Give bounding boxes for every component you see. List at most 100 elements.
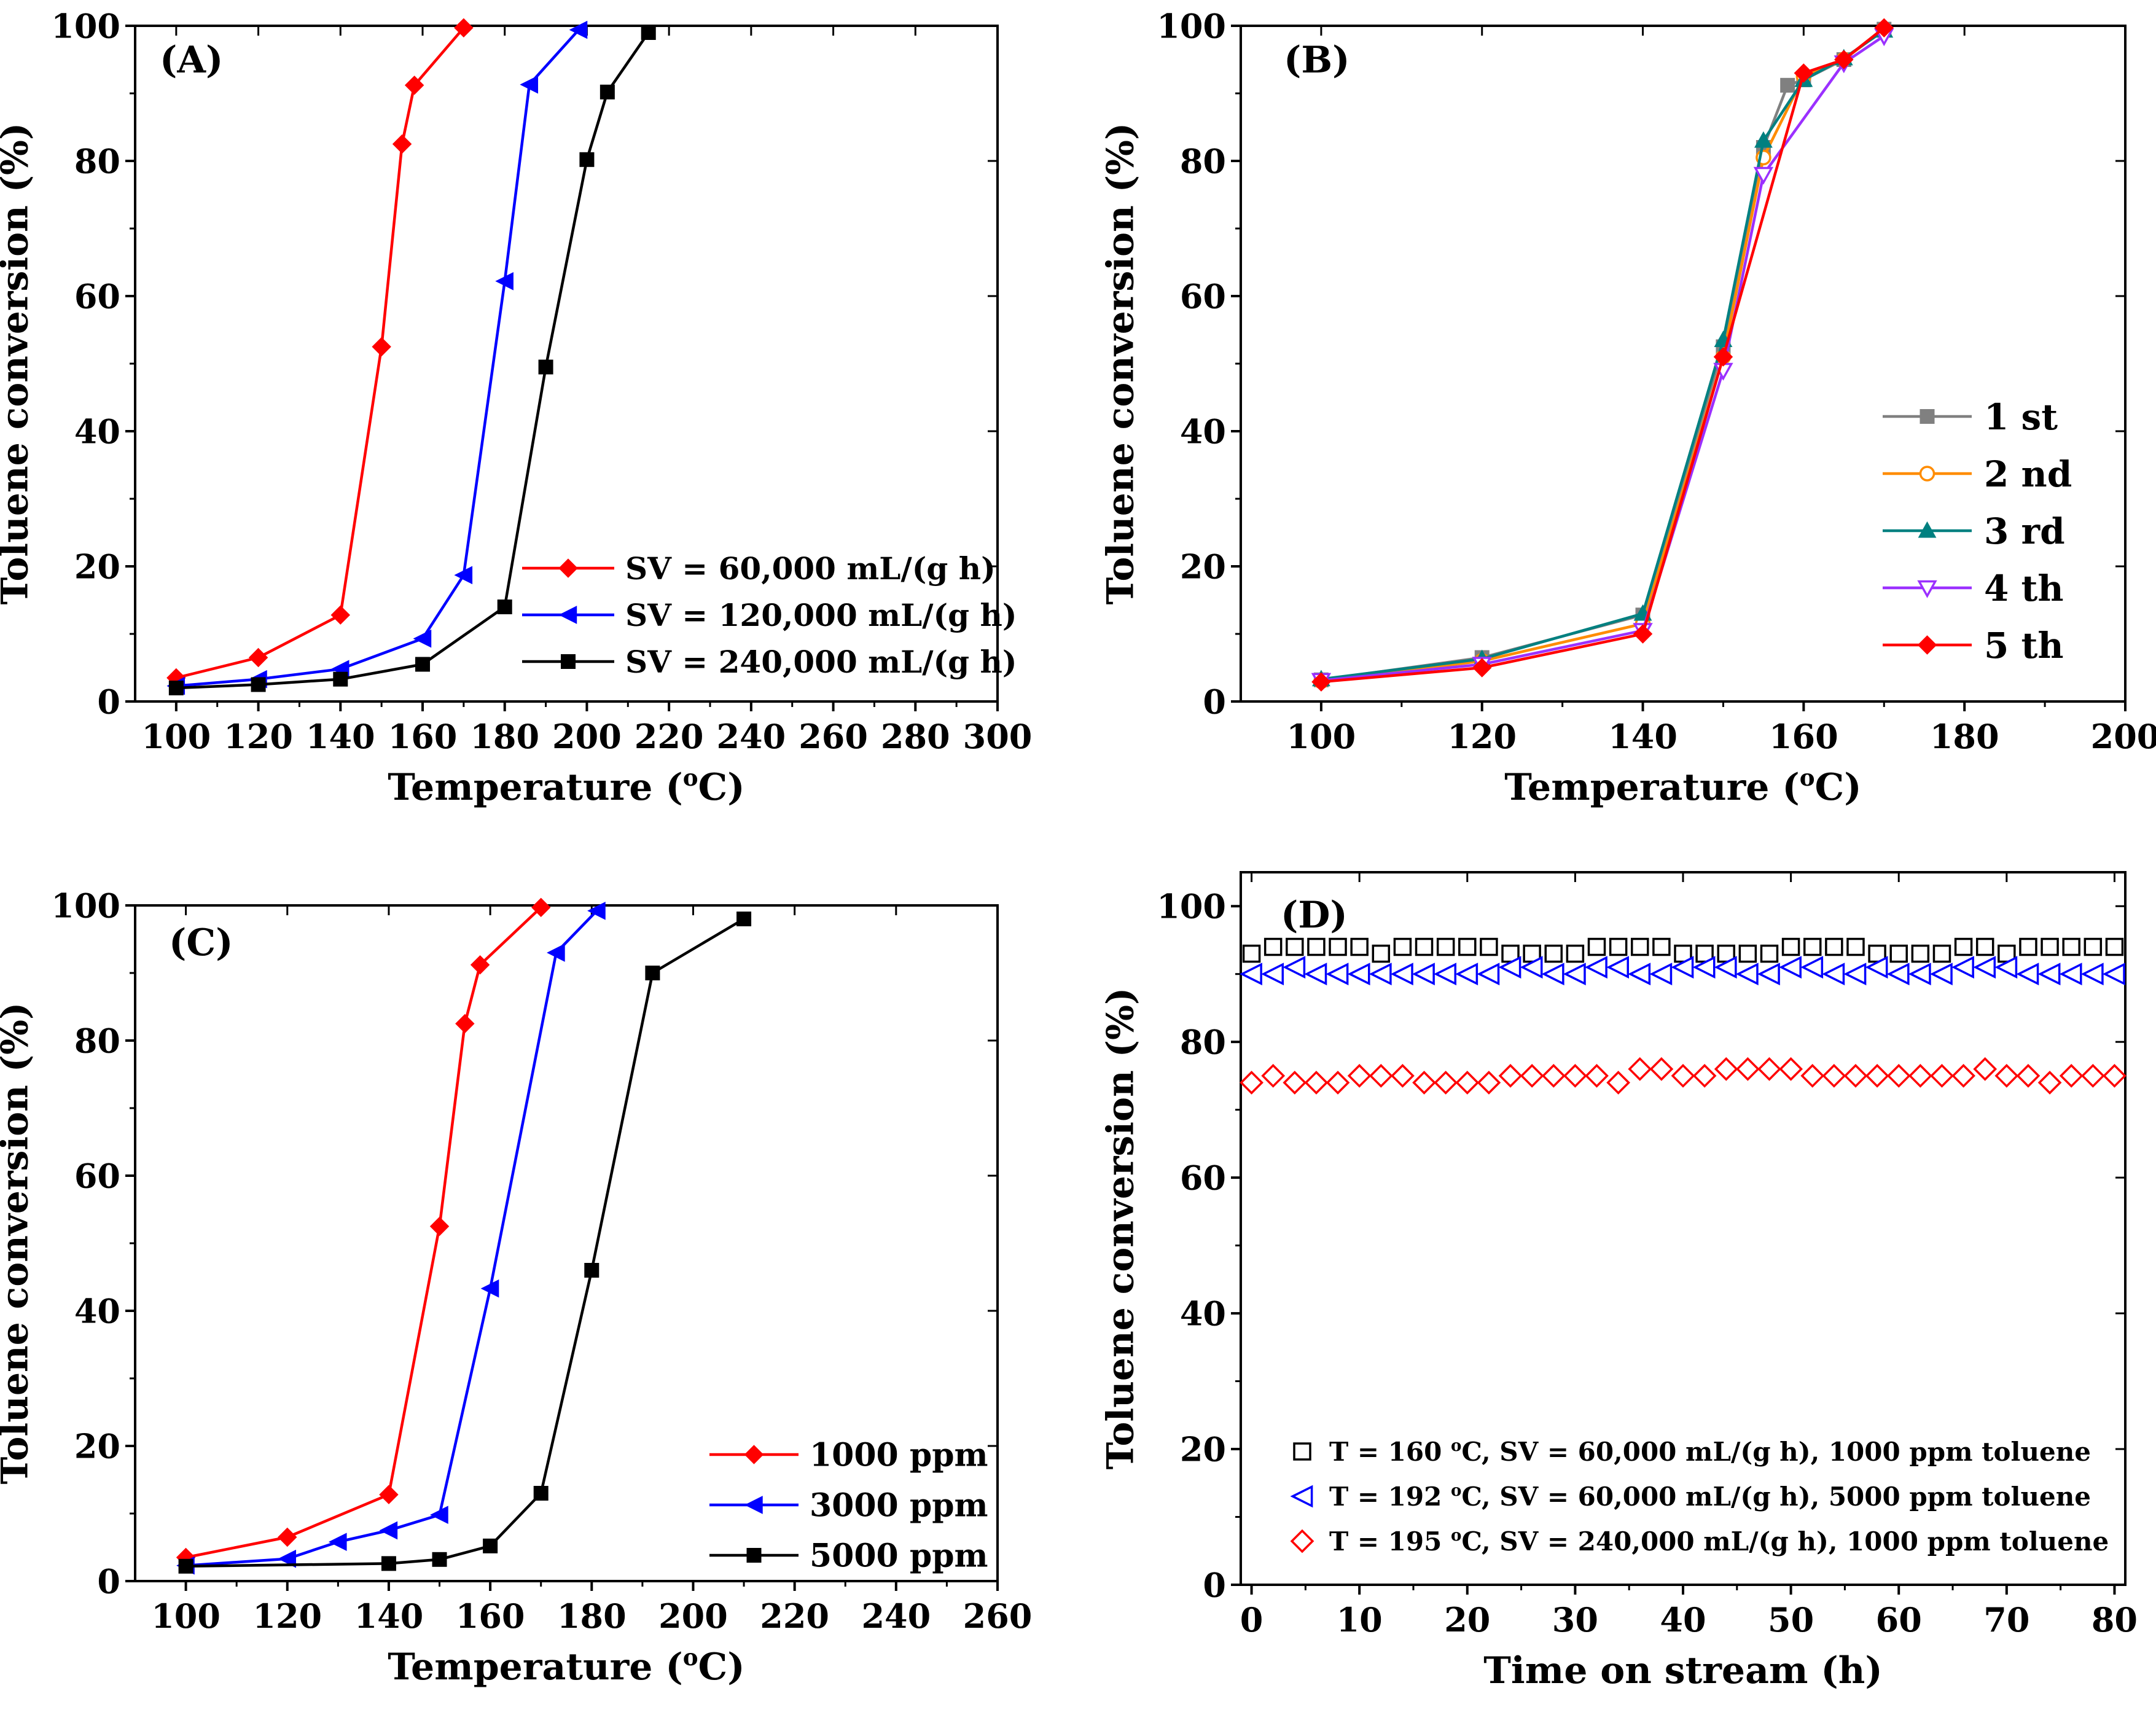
data-point <box>1794 63 1814 83</box>
data-point <box>1714 1057 1738 1081</box>
data-point <box>381 1556 396 1571</box>
data-point <box>1649 963 1673 986</box>
legend-item-2: T = 192 oC, SV = 60,000 mL/(g h), 5000 p… <box>1290 1482 2091 1512</box>
data-point <box>1714 956 1737 979</box>
data-point <box>1973 1057 1998 1081</box>
data-point <box>1585 1064 1609 1088</box>
series-5 <box>1311 18 1894 692</box>
panel-label: (C) <box>169 921 233 964</box>
y-tick-label: 80 <box>74 141 120 181</box>
data-point <box>1652 937 1671 956</box>
series-2 <box>1313 21 1892 689</box>
legend-item-3: 5000 ppm <box>709 1537 988 1575</box>
data-point <box>379 1485 399 1504</box>
data-point <box>392 134 412 154</box>
x-tick-label: 80 <box>2092 1600 2138 1639</box>
data-point <box>413 629 432 648</box>
data-point <box>579 152 595 167</box>
legend-marker <box>1917 580 1937 598</box>
data-point <box>1738 944 1757 963</box>
data-point <box>1311 672 1331 692</box>
data-point <box>330 605 350 625</box>
x-tick-label: 160 <box>456 1596 525 1636</box>
y-axis-label: Toluene conversion (%) <box>0 123 36 605</box>
legend-marker <box>1290 1485 1313 1508</box>
data-point <box>1458 937 1477 956</box>
data-point <box>278 1549 296 1568</box>
series-line <box>176 29 580 687</box>
data-point <box>587 901 606 920</box>
data-point <box>1369 1064 1393 1088</box>
legend-label: 5 th <box>1984 625 2064 666</box>
chart-panel-a: 100 120 140 160 180 200 220 240 260 280 300 0 20 40 60… <box>0 6 1032 809</box>
x-tick-label: 10 <box>1337 1600 1383 1639</box>
data-point <box>1326 1071 1350 1095</box>
y-tick-label: 100 <box>1157 6 1226 45</box>
legend-item-3: 3 rd <box>1883 510 2065 552</box>
data-point <box>1886 963 1910 986</box>
legend-label: T = 192 oC, SV = 60,000 mL/(g h), 5000 p… <box>1329 1482 2091 1512</box>
data-point <box>1350 937 1369 956</box>
data-point <box>1735 963 1759 986</box>
data-point <box>1717 944 1735 963</box>
data-point <box>1606 1071 1631 1095</box>
y-tick-label: 40 <box>1180 1294 1226 1334</box>
data-point <box>1998 944 2016 963</box>
data-point <box>2080 1064 2105 1088</box>
data-point <box>1541 1064 1566 1088</box>
y-tick-label: 60 <box>74 276 120 316</box>
legend-item-1: T = 160 oC, SV = 60,000 mL/(g h), 1000 p… <box>1293 1437 2091 1467</box>
data-point <box>1781 937 1800 956</box>
data-point <box>2041 937 2059 956</box>
data-point <box>1240 963 1262 986</box>
x-tick-label: 70 <box>1983 1600 2029 1639</box>
data-point <box>2105 937 2124 956</box>
data-point <box>1609 937 1628 956</box>
x-tick-label: 300 <box>963 717 1033 756</box>
data-point <box>1865 956 1888 979</box>
x-tick-label: 240 <box>861 1596 931 1636</box>
data-point <box>1951 956 1974 979</box>
data-point <box>1544 944 1563 963</box>
data-point <box>379 1521 398 1540</box>
data-point <box>1735 1057 1760 1081</box>
data-point <box>1713 347 1733 367</box>
data-point <box>1242 944 1261 963</box>
x-tick-label: 60 <box>1876 1600 1922 1639</box>
data-point <box>1587 937 1606 956</box>
data-point <box>278 1527 297 1547</box>
legend-label: 3 rd <box>1984 510 2065 552</box>
data-point <box>1973 956 1996 979</box>
series-1 <box>176 897 551 1568</box>
legend-marker <box>561 654 576 669</box>
data-point <box>404 76 424 95</box>
data-point <box>1886 1064 1911 1088</box>
y-axis-label: Toluene conversion (%) <box>1099 988 1142 1470</box>
data-point <box>538 359 553 375</box>
data-point <box>1261 1064 1286 1088</box>
data-point <box>454 566 473 585</box>
y-tick-label: 40 <box>74 412 120 451</box>
series-3 <box>178 912 752 1574</box>
data-point <box>1240 1071 1264 1095</box>
series-2 <box>166 20 588 695</box>
legend-marker <box>744 1445 764 1464</box>
data-point <box>1929 963 1953 986</box>
data-point <box>520 75 539 94</box>
legend-label: 3000 ppm <box>810 1487 988 1525</box>
data-point <box>1412 963 1435 986</box>
data-point <box>454 18 474 38</box>
y-axis-label: Toluene conversion (%) <box>0 1002 36 1485</box>
data-point <box>1520 956 1543 979</box>
legend-item-4: 4 th <box>1883 568 2064 609</box>
legend-marker <box>1920 409 1935 424</box>
data-point <box>168 681 184 695</box>
series-line <box>1321 28 1885 683</box>
x-tick-label: 180 <box>1930 717 1999 756</box>
data-point <box>1563 1064 1587 1088</box>
legend-item-3: SV = 240,000 mL/(g h) <box>522 644 1017 680</box>
data-point <box>1415 937 1434 956</box>
series-line <box>1321 34 1885 682</box>
panel-label: (A) <box>160 39 223 82</box>
x-axis-label: Temperature (oC) <box>1504 764 1861 809</box>
